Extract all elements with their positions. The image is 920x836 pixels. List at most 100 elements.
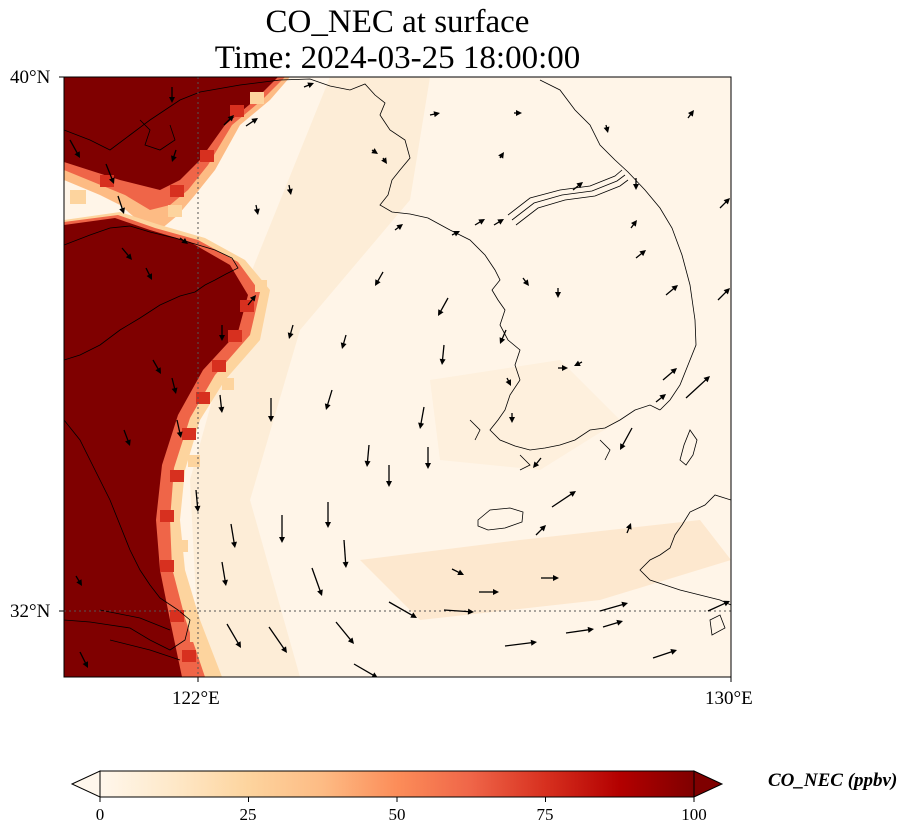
wind-vector-shaft	[621, 427, 633, 447]
colorbar-tick-50: 50	[388, 805, 406, 824]
wind-vector-shaft	[152, 359, 160, 371]
wind-vector-head	[569, 491, 576, 497]
colorbar-max-extend	[693, 770, 724, 798]
wind-vector-shaft	[343, 539, 347, 565]
wind-vector-head	[279, 537, 285, 543]
wind-vector-shaft	[717, 290, 728, 301]
wind-vector-head	[281, 646, 287, 653]
wind-vectors	[69, 82, 730, 677]
wind-vector-head	[516, 110, 522, 116]
wind-vector-shaft	[366, 444, 370, 464]
wind-vector-shaft	[335, 621, 352, 642]
wind-vector-shaft	[599, 603, 625, 612]
wind-vector-shaft	[353, 663, 375, 677]
wind-vector-head	[231, 541, 237, 548]
wind-vector-head	[155, 367, 161, 374]
wind-vector-head	[317, 589, 323, 596]
lon-tick-122e: 122°E	[172, 688, 220, 709]
wind-vector-shaft	[117, 195, 124, 211]
wind-vector-shaft	[176, 419, 181, 435]
wind-vector-shaft	[439, 297, 449, 313]
wind-vector-shaft	[707, 602, 727, 612]
wind-vector-head	[418, 422, 425, 429]
wind-vector-head	[659, 394, 666, 401]
wind-vector-head	[509, 417, 515, 423]
wind-vector-head	[688, 110, 694, 117]
wind-vector-head	[235, 641, 241, 648]
wind-vector-head	[82, 661, 88, 668]
wind-vector-head	[467, 608, 474, 615]
wind-vector-head	[620, 443, 626, 450]
wind-vector-shaft	[441, 344, 445, 362]
wind-vector-shaft	[388, 601, 414, 617]
wind-vector-head	[169, 97, 175, 103]
colorbar-label: CO_NEC (ppbv)	[768, 770, 898, 791]
lat-tick-32n: 32°N	[10, 601, 51, 622]
wind-vector-head	[670, 368, 677, 375]
wind-vector-shaft	[662, 370, 675, 381]
map-subtitle: Time: 2024-03-25 18:00:00	[214, 40, 581, 76]
wind-vector-shaft	[565, 628, 591, 634]
wind-vector-shaft	[79, 651, 87, 665]
wind-vector-head	[386, 481, 392, 487]
wind-vector-head	[410, 612, 417, 618]
wind-vector-shaft	[376, 271, 384, 283]
wind-vector-head	[497, 219, 504, 225]
wind-vector-shaft	[685, 378, 708, 399]
wind-vector-head	[396, 224, 403, 230]
wind-vector-head	[621, 601, 628, 608]
wind-vector-head	[146, 273, 152, 280]
wind-vector-shaft	[230, 523, 235, 545]
wind-vector-head	[249, 295, 256, 302]
wind-vector-head	[671, 285, 678, 292]
wind-vector-shaft	[443, 609, 471, 613]
wind-vector-head	[347, 637, 354, 644]
wind-vector-head	[433, 111, 440, 118]
wind-vector-head	[499, 337, 506, 344]
wind-vector-head	[171, 387, 178, 394]
wind-vector-shaft	[420, 406, 425, 426]
wind-vector-shaft	[105, 163, 114, 181]
colorbar-tick-0: 0	[95, 805, 105, 824]
wind-vector-head	[539, 525, 546, 532]
wind-vector-head	[181, 238, 188, 244]
wind-vector-head	[108, 177, 115, 184]
wind-vector-head	[171, 155, 177, 162]
wind-vector-head	[723, 288, 730, 295]
wind-vector-head	[639, 250, 646, 257]
wind-vector-head	[125, 253, 132, 260]
wind-vector-head	[268, 416, 274, 422]
wind-vector-head	[493, 589, 499, 595]
graticule	[64, 77, 731, 677]
coastlines	[64, 78, 731, 661]
wind-vector-shaft	[195, 489, 199, 509]
wind-vector-head	[425, 463, 431, 469]
wind-vector-head	[603, 126, 610, 133]
wind-vector-head	[119, 207, 125, 214]
wind-vector-head	[286, 188, 293, 195]
wind-vector-head	[723, 600, 730, 607]
map-frame	[63, 76, 732, 678]
wind-vector-head	[218, 406, 225, 413]
colorbar-tick-25: 25	[239, 805, 257, 824]
wind-vector-head	[194, 505, 201, 512]
wind-vector-head	[505, 379, 511, 386]
wind-vector-shaft	[69, 139, 79, 155]
wind-vector-head	[703, 376, 710, 383]
colorbar-tick-100: 100	[681, 805, 707, 824]
wind-vector-head	[533, 461, 540, 468]
wind-vector-shaft	[311, 567, 322, 593]
wind-vector-shaft	[504, 641, 534, 647]
wind-vector-head	[371, 148, 378, 154]
wind-vector-head	[498, 152, 504, 159]
wind-vector-shaft	[652, 650, 674, 659]
concentration-field	[64, 77, 731, 677]
wind-vector-head	[457, 569, 464, 575]
wind-vector-shaft	[226, 623, 240, 645]
wind-vector-head	[287, 332, 294, 339]
wind-vector-shaft	[123, 429, 130, 443]
wind-vector-head	[439, 358, 446, 365]
wind-vector-head	[625, 523, 632, 530]
wind-vector-head	[453, 231, 460, 237]
